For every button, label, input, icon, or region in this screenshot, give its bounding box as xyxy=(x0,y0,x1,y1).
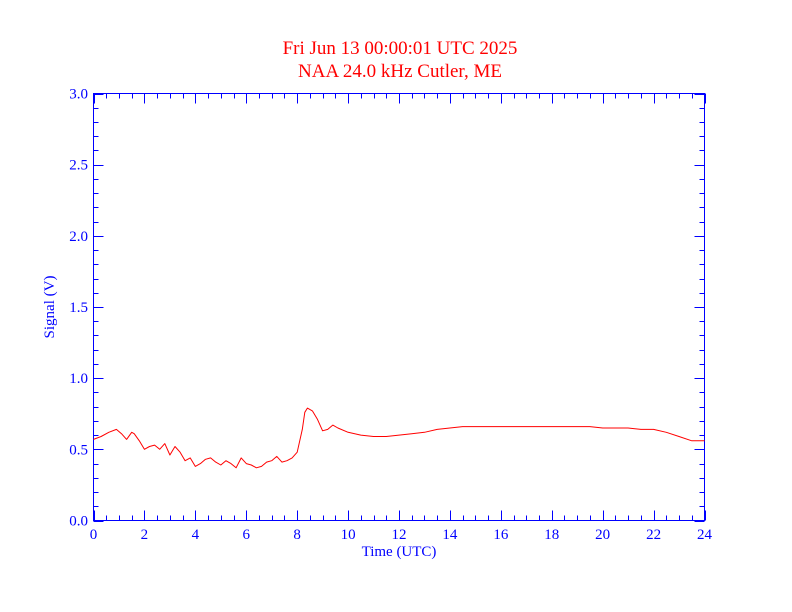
x-tick-label: 18 xyxy=(544,527,559,543)
x-tick-labels: 0 2 4 6 8 10 12 14 16 18 20 22 24 xyxy=(90,527,713,543)
x-tick-label: 12 xyxy=(392,527,407,543)
series-layer xyxy=(93,407,705,469)
x-axis-label: Time (UTC) xyxy=(362,544,437,560)
y-tick-label: 2.0 xyxy=(69,229,88,245)
x-tick-label: 4 xyxy=(192,527,200,543)
y-tick-label: 1.0 xyxy=(69,371,88,387)
y-tick-label: 3.0 xyxy=(69,87,88,103)
plot-frame xyxy=(93,93,705,521)
x-tick-label: 2 xyxy=(141,527,149,543)
x-tick-label: 20 xyxy=(595,527,610,543)
y-axis-label: Signal (V) xyxy=(42,276,58,339)
x-tick-label: 0 xyxy=(90,527,98,543)
axis-ticks xyxy=(93,93,706,522)
y-tick-label: 1.5 xyxy=(69,300,88,316)
x-tick-label: 10 xyxy=(341,527,356,543)
chart-title: Fri Jun 13 00:00:01 UTC 2025 xyxy=(283,38,518,59)
x-tick-label: 14 xyxy=(442,527,458,543)
y-tick-labels: 0.0 0.5 1.0 1.5 2.0 2.5 3.0 xyxy=(69,87,88,530)
x-tick-label: 16 xyxy=(493,527,509,543)
x-tick-label: 8 xyxy=(293,527,301,543)
x-tick-label: 22 xyxy=(646,527,661,543)
y-tick-label: 0.5 xyxy=(69,442,88,458)
x-tick-label: 24 xyxy=(697,527,713,543)
y-tick-label: 2.5 xyxy=(69,158,88,174)
y-tick-label: 0.0 xyxy=(69,514,88,530)
x-tick-label: 6 xyxy=(243,527,251,543)
series-line-0 xyxy=(93,407,705,469)
chart-subtitle: NAA 24.0 kHz Cutler, ME xyxy=(298,61,502,82)
